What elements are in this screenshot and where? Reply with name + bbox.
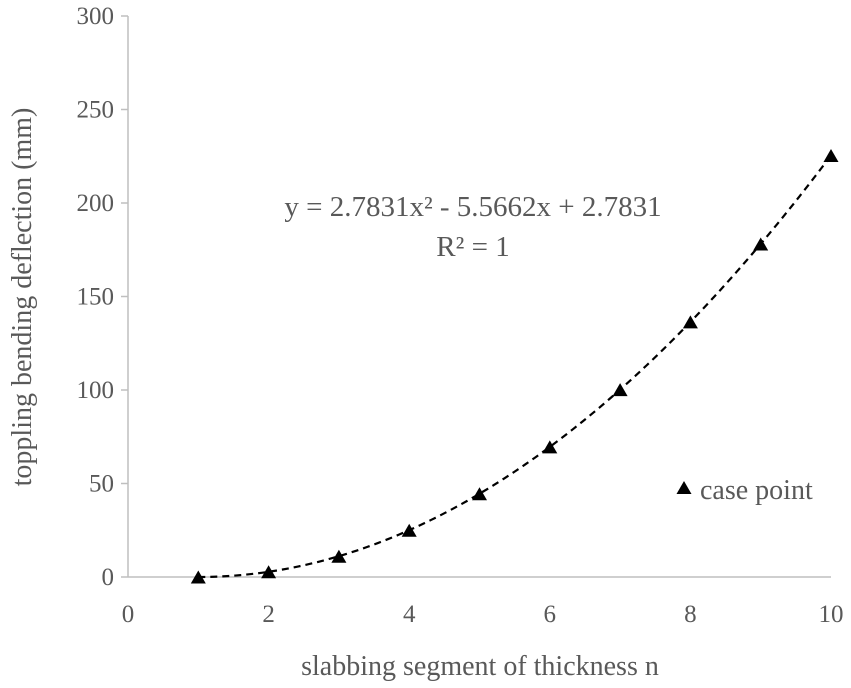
legend: case point <box>676 475 813 506</box>
y-tick-label: 100 <box>77 377 115 404</box>
data-point <box>472 487 487 501</box>
x-tick-label: 8 <box>684 601 697 628</box>
data-point <box>261 565 277 579</box>
trendline-equation: y = 2.7831x² - 5.5662x + 2.7831 <box>284 191 661 223</box>
x-tick-label: 2 <box>262 601 275 628</box>
y-tick-group: 0 50 100 150 200 250 300 <box>77 3 128 591</box>
y-tick-label: 0 <box>102 564 115 591</box>
r-squared-label: R² = 1 <box>436 231 509 263</box>
y-tick-label: 300 <box>77 3 115 30</box>
data-point <box>542 440 558 454</box>
data-point <box>682 315 698 329</box>
x-tick-label: 10 <box>819 601 844 628</box>
legend-label: case point <box>700 475 813 506</box>
y-tick-label: 200 <box>77 190 115 217</box>
x-tick-label: 0 <box>122 601 135 628</box>
trendline <box>198 154 832 579</box>
data-point <box>753 237 769 251</box>
legend-marker <box>676 481 692 494</box>
data-point <box>401 523 417 537</box>
y-tick-label: 50 <box>89 471 114 498</box>
x-tick-group: 0 2 4 6 8 10 <box>122 601 844 628</box>
data-point <box>823 149 839 163</box>
x-tick-label: 4 <box>403 601 416 628</box>
data-point <box>190 570 206 584</box>
x-axis-title: slabbing segment of thickness n <box>301 651 659 682</box>
x-tick-label: 6 <box>544 601 557 628</box>
y-tick-label: 250 <box>77 97 115 124</box>
data-points <box>190 149 839 584</box>
data-point <box>612 383 628 397</box>
y-tick-label: 150 <box>77 284 115 311</box>
data-point <box>331 549 347 563</box>
y-axis-title: toppling bending deflection (mm) <box>7 108 38 487</box>
